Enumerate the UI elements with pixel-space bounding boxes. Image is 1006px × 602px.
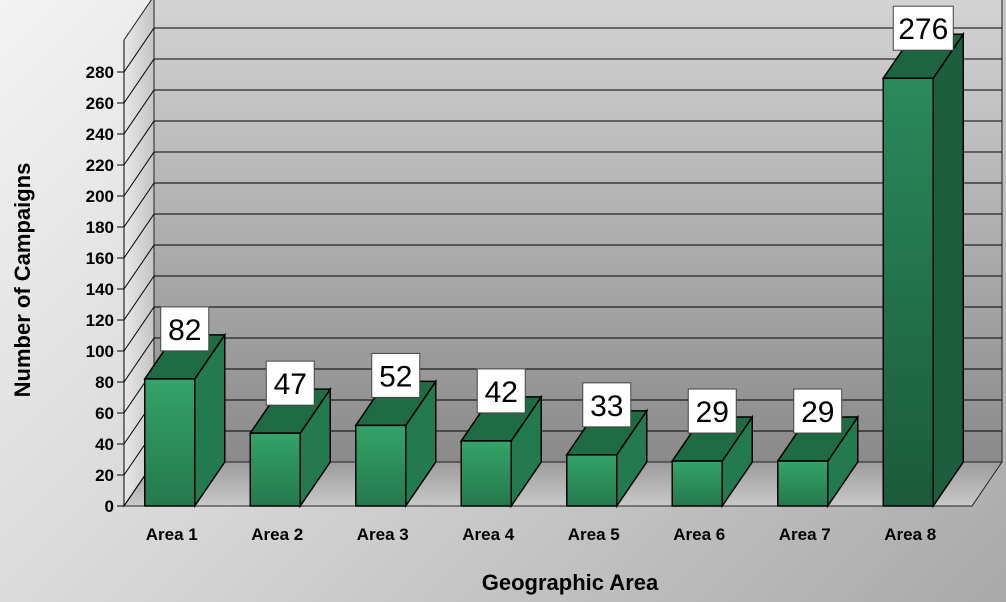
y-tick-label: 160 [86,249,114,268]
bar [881,31,965,509]
svg-text:82: 82 [168,314,201,347]
data-label: 276 [892,5,954,51]
y-tick-label: 140 [86,280,114,299]
data-label: 47 [265,360,315,406]
y-tick-label: 280 [86,63,114,82]
bars [143,31,965,509]
y-tick-label: 20 [95,466,114,485]
svg-text:276: 276 [898,13,948,46]
y-tick-label: 60 [95,404,114,423]
bar [143,332,227,509]
y-axis-title: Number of Campaigns [10,163,35,398]
x-tick-label: Area 6 [673,525,725,544]
data-label: 29 [793,388,843,434]
data-label: 82 [160,306,210,352]
y-tick-label: 100 [86,342,114,361]
x-tick-label: Area 2 [251,525,303,544]
x-axis-title: Geographic Area [482,570,659,595]
x-axis-categories: Area 1 Area 2 Area 3 Area 4 Area 5 Area 6 Area… [146,525,936,544]
data-labels: 82 47 52 42 33 29 29 276 [160,5,954,434]
y-tick-label: 220 [86,156,114,175]
svg-text:29: 29 [696,396,729,429]
svg-text:29: 29 [801,396,834,429]
x-tick-label: Area 1 [146,525,198,544]
x-tick-label: Area 3 [357,525,409,544]
bar [354,378,438,509]
y-tick-label: 40 [95,435,114,454]
data-label: 29 [687,388,737,434]
y-axis-ticks: 0 20 40 60 80 100 120 140 160 180 200 220 240 260 280 [86,40,125,516]
svg-text:42: 42 [485,376,518,409]
y-tick-label: 120 [86,311,114,330]
y-tick-label: 260 [86,94,114,113]
x-tick-label: Area 5 [568,525,620,544]
y-tick-label: 180 [86,218,114,237]
svg-text:33: 33 [590,390,623,423]
svg-text:47: 47 [274,368,307,401]
data-label: 42 [476,368,526,414]
x-tick-label: Area 7 [779,525,831,544]
bar [248,386,332,509]
y-tick-label: 80 [95,373,114,392]
y-tick-label: 200 [86,187,114,206]
y-tick-label: 0 [105,497,114,516]
x-tick-label: Area 8 [884,525,936,544]
data-label: 33 [582,382,632,428]
x-tick-label: Area 4 [462,525,515,544]
svg-text:52: 52 [379,360,412,393]
y-tick-label: 240 [86,125,114,144]
data-label: 52 [371,352,421,398]
